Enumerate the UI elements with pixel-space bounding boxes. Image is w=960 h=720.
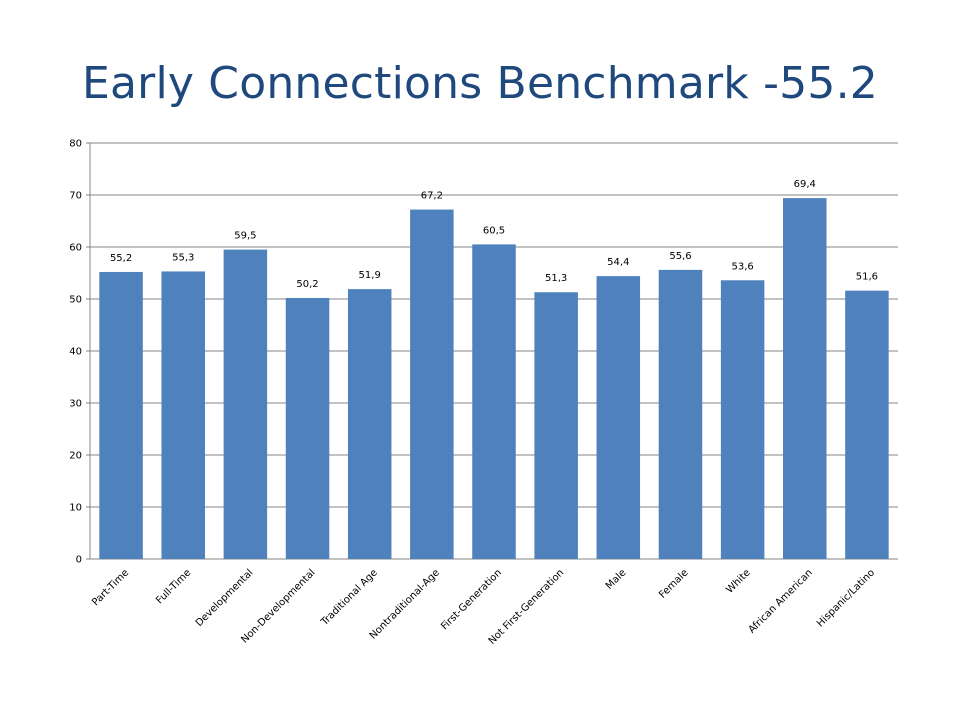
- y-tick-label: 0: [76, 555, 82, 566]
- category-label: Full-Time: [154, 567, 193, 606]
- y-tick-label: 30: [69, 399, 82, 410]
- category-label: Hispanic/Latino: [815, 567, 877, 629]
- category-label: Traditional Age: [319, 567, 380, 628]
- data-label: 67,2: [421, 191, 443, 202]
- bar: [472, 244, 516, 559]
- bar: [161, 271, 205, 559]
- category-label: Part-Time: [90, 567, 131, 608]
- data-label: 55,3: [172, 252, 194, 263]
- bar: [410, 209, 454, 559]
- category-label: Male: [604, 567, 629, 592]
- y-tick-label: 40: [69, 347, 82, 358]
- bar: [99, 271, 143, 559]
- data-label: 59,5: [234, 231, 256, 242]
- bar: [534, 292, 578, 559]
- category-label: White: [724, 567, 752, 595]
- data-label: 54,4: [607, 257, 629, 268]
- y-tick-label: 20: [69, 451, 82, 462]
- y-tick-label: 60: [69, 243, 82, 254]
- data-labels: 55,2 55,3 59,5 50,2 51,9 67,2 60,5 51,3 54,4 55,6…: [110, 179, 878, 290]
- y-axis: 0 10 20 30 40 50 60 70 80: [69, 139, 91, 566]
- y-tick-label: 10: [69, 503, 82, 514]
- bar: [658, 269, 703, 559]
- data-label: 55,2: [110, 253, 132, 264]
- bar: [347, 289, 392, 559]
- category-label: African American: [747, 567, 815, 635]
- bars: [99, 198, 889, 559]
- bar: [783, 198, 827, 559]
- data-label: 51,9: [359, 270, 381, 281]
- data-label: 53,6: [731, 261, 753, 272]
- data-label: 69,4: [794, 179, 816, 190]
- y-tick-label: 70: [69, 191, 82, 202]
- data-label: 55,6: [669, 251, 691, 262]
- chart-title: Early Connections Benchmark -55.2: [81, 58, 879, 109]
- category-label: Developmental: [194, 567, 256, 629]
- category-label: First-Generation: [439, 567, 504, 632]
- bar: [223, 249, 268, 559]
- category-labels: Part-Time Full-Time DevelopmentalNon-Devel…: [90, 567, 877, 647]
- category-label: Female: [657, 567, 690, 600]
- y-tick-label: 80: [69, 139, 82, 150]
- bar: [285, 297, 330, 559]
- data-label: 51,3: [545, 273, 567, 284]
- data-label: 50,2: [296, 279, 318, 290]
- data-label: 60,5: [483, 225, 505, 236]
- bar: [845, 290, 889, 559]
- category-label: Nontraditional-Age: [368, 567, 442, 641]
- bar: [596, 276, 641, 559]
- data-label: 51,6: [856, 272, 878, 283]
- y-tick-label: 50: [69, 295, 82, 306]
- bar: [720, 280, 765, 559]
